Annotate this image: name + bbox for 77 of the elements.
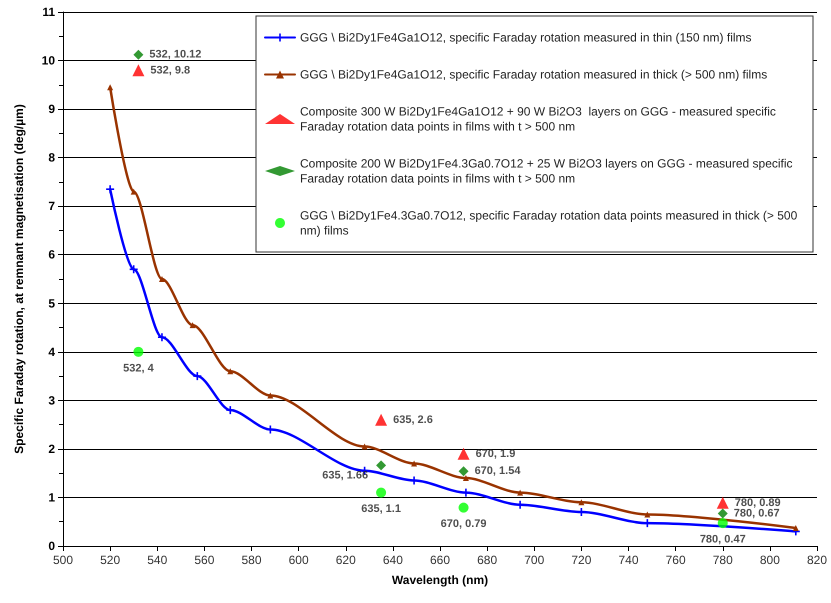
data-label: 635, 1.66	[322, 469, 368, 482]
y-tick-label: 8	[48, 150, 56, 165]
point	[718, 518, 728, 528]
point	[718, 508, 728, 518]
point	[133, 346, 144, 357]
data-label: 532, 4	[123, 362, 155, 374]
x-tick-label: 520	[100, 553, 120, 567]
x-tick-label: 580	[241, 553, 262, 567]
point	[190, 322, 196, 328]
y-tick-label: 0	[48, 539, 56, 553]
point	[226, 406, 234, 414]
point	[362, 443, 368, 450]
y-axis-title: Specific Faraday rotation, at remnant magnetisation (deg/µm)	[12, 104, 26, 454]
legend-label: GGG \ Bi2Dy1Fe4Ga1O12, specific Faraday rotation measured in thin (150 nm) films	[300, 30, 752, 44]
point	[716, 496, 729, 509]
point	[158, 276, 165, 282]
point	[375, 414, 388, 426]
point	[644, 511, 650, 518]
data-label: 670, 1.54	[474, 465, 522, 478]
x-tick-label: 560	[194, 553, 215, 567]
point	[411, 460, 418, 466]
y-tick-label: 9	[48, 102, 56, 116]
data-label: 670, 0.79	[440, 518, 486, 530]
point	[267, 392, 274, 399]
point	[376, 460, 386, 470]
data-label: 635, 2.6	[393, 414, 433, 426]
x-tick-label: 820	[806, 553, 828, 567]
y-tick-label: 4	[48, 344, 56, 359]
x-tick-label: 600	[288, 553, 309, 567]
point	[578, 499, 584, 506]
x-tick-label: 500	[52, 553, 74, 567]
point	[458, 466, 469, 476]
legend-label: GGG \ Bi2Dy1Fe4.3Ga0.7O12, specific Faraday rotation data points measured in thick (> 500 nm) films	[300, 208, 801, 238]
y-tick-label: 11	[42, 5, 56, 19]
legend-label: Composite 300 W Bi2Dy1Fe4Ga1O12 + 90 W Bi2O3 layers on GGG - measured specific Faraday rotation data points in films with t > 500 nm	[300, 104, 780, 134]
y-tick-label: 6	[48, 248, 56, 262]
point	[517, 490, 524, 496]
y-tick-label: 10	[42, 54, 56, 68]
point	[133, 50, 144, 60]
point	[132, 64, 144, 76]
point	[158, 333, 166, 342]
point	[107, 84, 114, 90]
y-tick-label: 5	[48, 296, 56, 310]
data-label: 635, 1.1	[361, 503, 401, 516]
point	[458, 502, 469, 513]
point	[106, 185, 114, 194]
point	[376, 488, 386, 498]
point	[193, 372, 202, 380]
x-tick-label: 680	[477, 553, 498, 567]
legend-label: Composite 200 W Bi2Dy1Fe4.3Ga0.7O12 + 25 W Bi2O3 layers on GGG - measured specific Faraday rotation data points in films with t > 500 nm	[300, 156, 796, 186]
x-tick-label: 740	[618, 553, 639, 567]
x-tick-label: 640	[382, 553, 404, 567]
point	[462, 475, 469, 482]
point	[792, 525, 799, 532]
y-tick-label: 3	[48, 393, 56, 408]
x-tick-label: 540	[147, 553, 168, 567]
data-label: 532, 9.8	[150, 64, 190, 76]
point	[130, 265, 138, 274]
y-tick-label: 1	[48, 490, 56, 504]
x-tick-label: 800	[760, 553, 780, 567]
data-label: 780, 0.89	[734, 496, 781, 509]
x-tick-label: 760	[666, 553, 686, 567]
x-axis-title: Wavelength (nm)	[392, 573, 488, 587]
x-tick-label: 620	[336, 553, 356, 567]
x-tick-label: 780	[712, 553, 734, 567]
point	[227, 368, 234, 374]
x-tick-label: 720	[571, 553, 592, 567]
y-tick-label: 7	[48, 199, 56, 214]
data-label: 780, 0.67	[734, 507, 780, 520]
data-label: 780, 0.47	[700, 534, 746, 546]
y-tick-label: 2	[48, 442, 56, 456]
legend-label: GGG \ Bi2Dy1Fe4Ga1O12, specific Faraday rotation measured in thick (> 500 nm) films	[300, 68, 768, 82]
data-label: 532, 10.12	[149, 48, 202, 61]
x-tick-label: 700	[524, 553, 545, 567]
data-label: 670, 1.9	[476, 448, 516, 460]
x-tick-label: 660	[430, 553, 450, 567]
point	[458, 448, 470, 460]
